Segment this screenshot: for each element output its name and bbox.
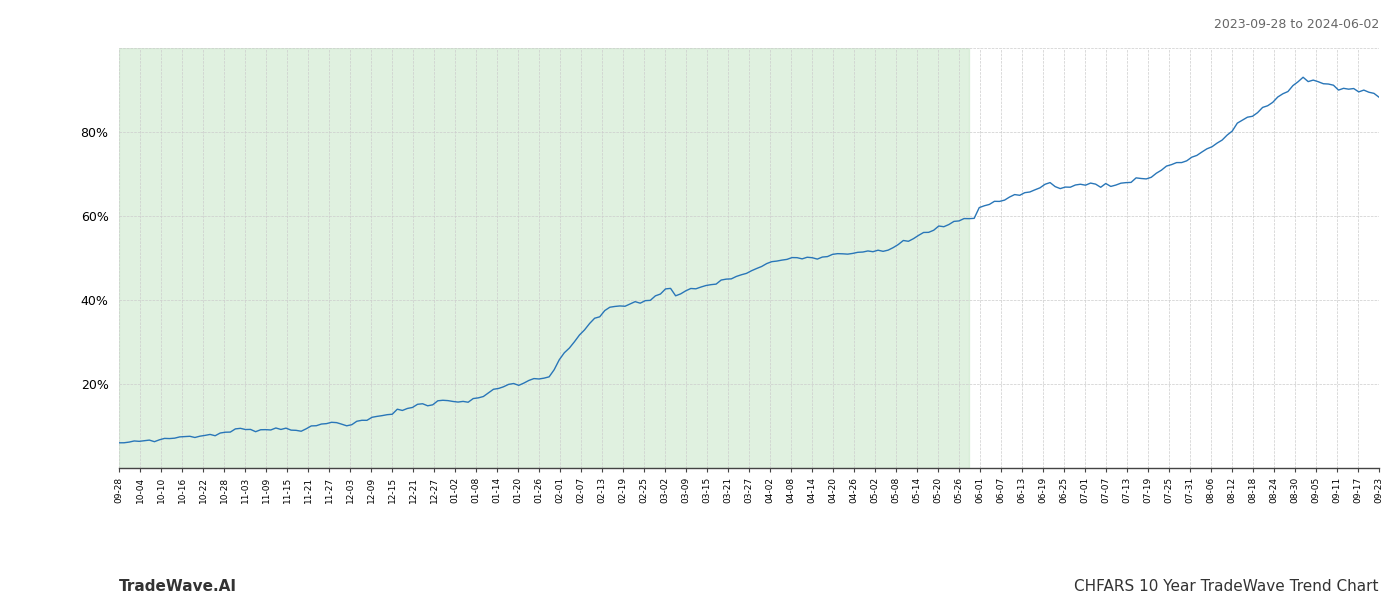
- Bar: [119, 48, 969, 468]
- Text: 2023-09-28 to 2024-06-02: 2023-09-28 to 2024-06-02: [1214, 18, 1379, 31]
- Text: TradeWave.AI: TradeWave.AI: [119, 579, 237, 594]
- Text: CHFARS 10 Year TradeWave Trend Chart: CHFARS 10 Year TradeWave Trend Chart: [1075, 579, 1379, 594]
